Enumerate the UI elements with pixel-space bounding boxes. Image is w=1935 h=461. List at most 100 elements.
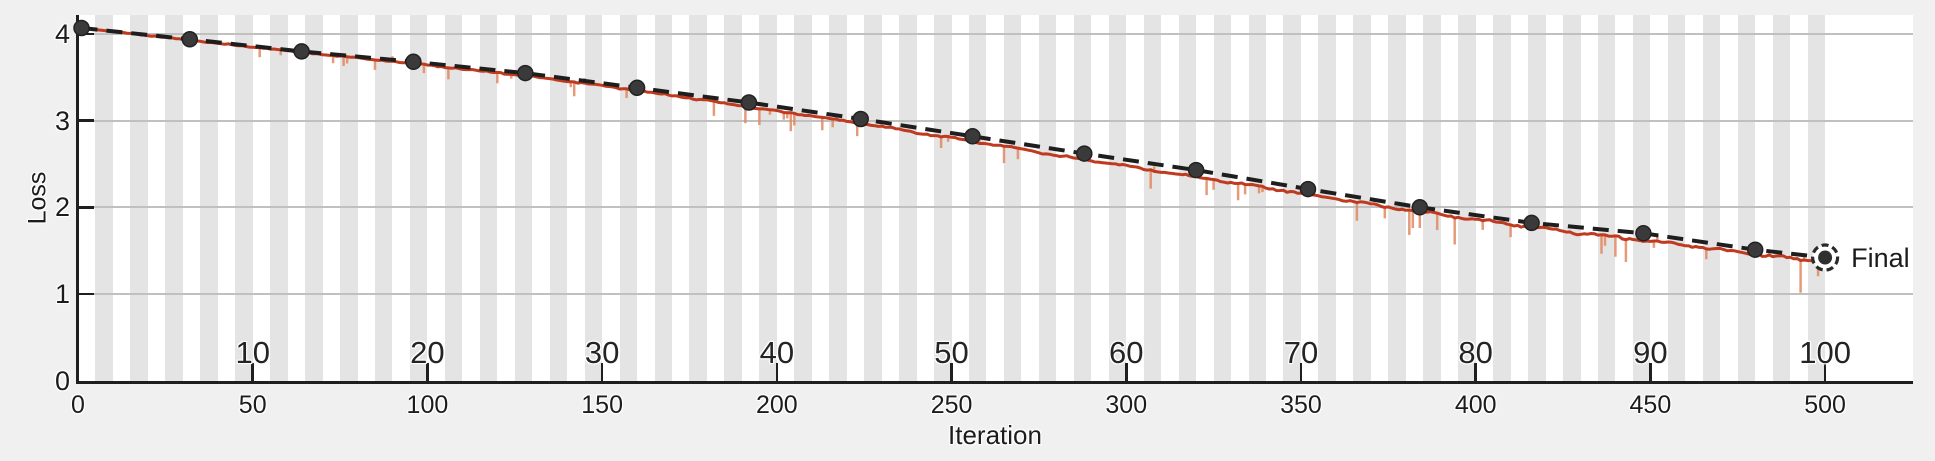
epoch-stripe [969,15,987,381]
epoch-stripe [1003,15,1022,381]
y-tick-mark [78,206,94,209]
epoch-stripe [1388,15,1406,381]
y-tick-mark [78,119,94,122]
epoch-tick-label: 30 [584,335,620,370]
y-tick-label: 1 [54,278,70,309]
epoch-stripe [724,15,742,381]
epoch-stripe [375,15,393,381]
epoch-tick-label: 40 [759,335,795,370]
epoch-tick-label: 80 [1458,335,1493,370]
epoch-stripe [1213,15,1232,381]
epoch-stripe [479,15,498,381]
epoch-stripe [584,15,603,381]
epoch-stripe [1563,15,1581,381]
epoch-stripe [829,15,847,381]
epoch-stripe [759,15,777,381]
epoch-stripe [444,15,463,381]
x-tick-label: 250 [930,391,973,419]
epoch-stripe [1423,15,1441,381]
epoch-stripe [305,15,323,381]
x-tick-mark [1299,363,1303,381]
epoch-stripe [1597,15,1616,381]
y-tick-label: 4 [54,19,70,50]
gridline [78,206,1913,209]
y-tick-label: 0 [54,365,70,396]
epoch-tick-label: 60 [1109,335,1144,370]
x-tick-label: 200 [755,391,798,419]
x-tick-mark [251,363,254,381]
epoch-stripe [200,15,218,381]
epoch-stripe [1248,15,1267,381]
x-tick-mark [600,363,604,381]
epoch-stripe [165,15,183,381]
epoch-stripe [1143,15,1162,381]
epoch-stripe [409,15,428,381]
plot-area [78,15,1913,381]
epoch-stripe [794,15,812,381]
epoch-stripe [934,15,952,381]
final-annotation-label: Final [1851,242,1910,273]
x-tick-label: 500 [1804,391,1846,419]
epoch-stripe [1108,15,1127,381]
epoch-stripe [1073,15,1092,381]
x-tick-mark [775,363,779,381]
epoch-stripe [1772,15,1791,381]
epoch-tick-label: 90 [1633,335,1668,370]
epoch-tick-label: 50 [934,335,969,370]
epoch-stripe [340,15,358,381]
epoch-stripe [130,15,148,381]
epoch-stripe [1528,15,1546,381]
epoch-stripe [235,15,253,381]
epoch-stripe [899,15,917,381]
x-tick-mark [950,363,953,381]
epoch-stripe [95,15,113,381]
epoch-stripe [864,15,882,381]
x-tick-label: 50 [238,391,267,419]
epoch-stripe [1458,15,1476,381]
epoch-tick-label: 100 [1799,335,1851,370]
epoch-stripe [1632,15,1651,381]
epoch-stripe [1702,15,1721,381]
epoch-tick-label: 20 [410,335,445,370]
epoch-stripe [1318,15,1336,381]
x-tick-mark [1823,363,1827,381]
epoch-stripe [1178,15,1197,381]
epoch-stripe [1353,15,1371,381]
epoch-tick-label: 10 [235,335,270,370]
gridline [78,292,1913,295]
x-axis-line [76,381,1913,384]
epoch-stripe [689,15,707,381]
x-tick-label: 350 [1280,391,1322,419]
epoch-stripe [619,15,638,381]
y-tick-mark [78,32,94,36]
epoch-stripe [1038,15,1057,381]
x-tick-label: 450 [1629,391,1672,419]
x-tick-mark [1125,363,1128,381]
epoch-stripe [1283,15,1301,381]
epoch-stripe [1807,15,1826,381]
epoch-stripe [654,15,672,381]
x-tick-mark [426,363,429,381]
x-tick-mark [1474,363,1477,381]
epoch-stripe [1737,15,1756,381]
y-tick-mark [78,292,94,296]
y-axis-label: Loss [23,171,52,225]
epoch-stripe [1667,15,1686,381]
x-tick-label: 400 [1454,391,1497,419]
gridline [78,33,1913,36]
x-tick-label: 150 [581,391,623,419]
gridline [78,119,1913,122]
y-axis-line [76,15,79,384]
x-tick-label: 0 [71,391,85,419]
y-tick-label: 2 [54,192,70,223]
y-tick-label: 3 [54,105,70,136]
epoch-stripe [1493,15,1511,381]
epoch-tick-label: 70 [1283,335,1319,370]
epoch-stripe [549,15,568,381]
epoch-stripe [514,15,533,381]
epoch-stripe [270,15,288,381]
x-axis-label: Iteration [948,420,1042,450]
x-tick-mark [1649,363,1652,381]
x-tick-label: 100 [406,391,449,419]
